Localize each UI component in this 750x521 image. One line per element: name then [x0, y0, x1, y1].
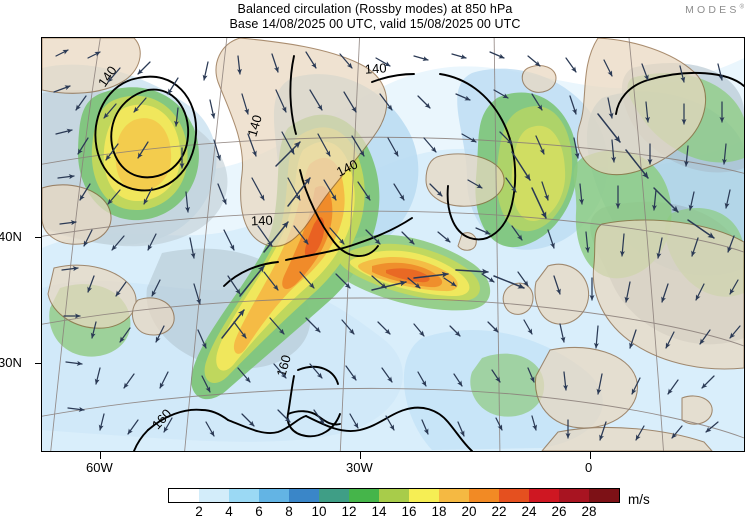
colorbar-tick-10: 10: [311, 504, 327, 519]
modes-logo: MODES®: [685, 4, 744, 16]
lon-label-30w: 30W: [346, 460, 373, 475]
colorbar-segment-4: [289, 489, 319, 502]
lat-label-30n: 30N: [0, 355, 22, 370]
landmasses: [42, 38, 744, 451]
geopotential-contours: [94, 55, 744, 451]
svg-text:140: 140: [364, 60, 387, 76]
colorbar-segment-0: [169, 489, 199, 502]
colorbar-segment-3: [259, 489, 289, 502]
colorbar-segment-1: [199, 489, 229, 502]
colorbar-tick-26: 26: [551, 504, 567, 519]
chart-title-primary: Balanced circulation (Rossby modes) at 8…: [237, 2, 513, 16]
colorbar-segment-11: [499, 489, 529, 502]
lon-tick-60w: [100, 452, 102, 459]
colorbar-tick-8: 8: [285, 504, 293, 519]
lon-tick-30w: [360, 452, 362, 459]
lon-label-60w: 60W: [86, 460, 113, 475]
modes-logo-text: MODES: [685, 4, 740, 16]
lat-label-40n: 40N: [0, 229, 22, 244]
colorbar-tick-2: 2: [195, 504, 203, 519]
colorbar-segment-9: [439, 489, 469, 502]
colorbar-segment-5: [319, 489, 349, 502]
colorbar-tick-18: 18: [431, 504, 447, 519]
colorbar-tick-12: 12: [341, 504, 357, 519]
colorbar-strip: [168, 488, 620, 503]
colorbar-ticks: 2 4 6 8 10 12 14 16 18 20 22 24 26 28: [168, 503, 620, 521]
colorbar-tick-6: 6: [255, 504, 263, 519]
svg-text:160: 160: [273, 353, 293, 378]
colorbar-segment-10: [469, 489, 499, 502]
colorbar-unit-label: m/s: [628, 492, 650, 507]
colorbar-tick-4: 4: [225, 504, 233, 519]
colorbar-segment-8: [409, 489, 439, 502]
colorbar-segment-2: [229, 489, 259, 502]
colorbar-tick-20: 20: [461, 504, 477, 519]
colorbar-segment-7: [379, 489, 409, 502]
map-plot-area[interactable]: 140 140 140 140 140 160 160: [41, 37, 745, 452]
colorbar-tick-24: 24: [521, 504, 537, 519]
colorbar: 2 4 6 8 10 12 14 16 18 20 22 24 26 28: [168, 488, 620, 521]
map-canvas: 140 140 140 140 140 160 160: [42, 38, 744, 451]
colorbar-tick-16: 16: [401, 504, 417, 519]
colorbar-tick-22: 22: [491, 504, 507, 519]
wind-vectors: [53, 49, 741, 441]
lon-label-0: 0: [585, 460, 593, 475]
chart-title-block: Balanced circulation (Rossby modes) at 8…: [0, 2, 750, 32]
svg-text:140: 140: [251, 213, 273, 229]
lon-tick-0: [590, 452, 592, 459]
colorbar-segment-6: [349, 489, 379, 502]
colorbar-segment-13: [559, 489, 589, 502]
svg-text:140: 140: [244, 113, 264, 138]
lat-tick-40n: [35, 237, 42, 239]
colorbar-tick-14: 14: [371, 504, 387, 519]
colorbar-segment-12: [529, 489, 559, 502]
colorbar-tick-28: 28: [581, 504, 597, 519]
colorbar-segment-14: [589, 489, 619, 502]
chart-title-subtitle: Base 14/08/2025 00 UTC, valid 15/08/2025…: [229, 17, 521, 31]
lat-tick-30n: [35, 363, 42, 365]
registered-mark-icon: ®: [739, 4, 744, 11]
